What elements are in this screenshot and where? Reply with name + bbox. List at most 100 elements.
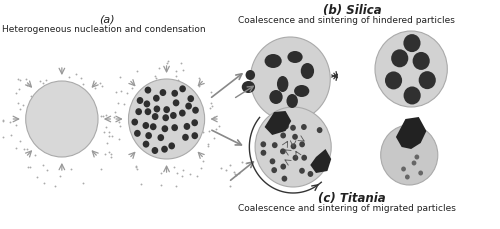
Point — [163, 62, 171, 66]
Point — [52, 184, 60, 188]
Circle shape — [260, 150, 266, 156]
Point — [43, 168, 51, 172]
Point — [42, 79, 50, 83]
Point — [178, 69, 186, 73]
Point — [214, 125, 222, 128]
Point — [196, 77, 203, 80]
Circle shape — [188, 96, 194, 103]
Point — [98, 114, 106, 118]
Circle shape — [160, 90, 166, 97]
Point — [106, 131, 114, 134]
Text: Heterogeneous nucleation and condensation: Heterogeneous nucleation and condensatio… — [2, 25, 206, 34]
Point — [19, 104, 27, 107]
Point — [117, 90, 125, 94]
Circle shape — [280, 149, 285, 155]
Circle shape — [301, 124, 306, 131]
Point — [78, 76, 86, 80]
Circle shape — [279, 113, 285, 119]
Circle shape — [412, 161, 416, 166]
Circle shape — [317, 128, 322, 134]
Text: Coalescence and sintering of hindered particles: Coalescence and sintering of hindered pa… — [238, 16, 455, 25]
Circle shape — [418, 171, 423, 176]
Circle shape — [270, 127, 276, 133]
Point — [0, 119, 8, 123]
Point — [196, 85, 203, 88]
Point — [16, 88, 24, 92]
Circle shape — [299, 168, 305, 174]
Circle shape — [404, 35, 420, 53]
Point — [103, 141, 111, 145]
Point — [151, 75, 159, 78]
Point — [38, 82, 46, 86]
Circle shape — [290, 144, 296, 150]
Text: (a): (a) — [99, 14, 114, 24]
Ellipse shape — [277, 77, 288, 93]
Circle shape — [154, 106, 160, 113]
Point — [40, 181, 48, 185]
Point — [0, 120, 7, 123]
Point — [182, 84, 190, 87]
Point — [217, 167, 225, 170]
Point — [204, 145, 212, 148]
Point — [116, 137, 124, 141]
Circle shape — [302, 155, 307, 161]
Point — [206, 129, 214, 133]
Point — [91, 87, 99, 91]
Point — [112, 90, 120, 94]
Point — [199, 160, 207, 163]
Point — [79, 182, 87, 185]
Point — [186, 173, 194, 176]
Point — [98, 85, 106, 89]
Point — [36, 80, 44, 83]
Circle shape — [144, 109, 152, 116]
Point — [114, 101, 122, 105]
Point — [7, 134, 15, 137]
Point — [38, 163, 46, 167]
Circle shape — [164, 107, 170, 114]
Point — [20, 148, 28, 151]
Point — [208, 91, 216, 95]
Ellipse shape — [242, 82, 255, 94]
Point — [226, 185, 234, 188]
Point — [102, 126, 110, 130]
Circle shape — [161, 146, 168, 153]
Circle shape — [385, 72, 402, 90]
Point — [170, 166, 178, 169]
Point — [178, 62, 186, 66]
Point — [24, 165, 32, 169]
Point — [234, 171, 242, 175]
Point — [204, 142, 212, 146]
Circle shape — [172, 90, 178, 97]
Circle shape — [172, 125, 178, 132]
Point — [158, 183, 166, 187]
Ellipse shape — [294, 86, 310, 98]
Circle shape — [184, 123, 190, 130]
Circle shape — [150, 124, 156, 131]
Point — [132, 166, 140, 169]
Circle shape — [380, 125, 438, 185]
Point — [68, 167, 76, 171]
Point — [128, 87, 136, 90]
Point — [14, 101, 22, 105]
Circle shape — [401, 167, 406, 172]
Point — [174, 171, 182, 175]
Point — [208, 105, 216, 108]
Point — [197, 166, 205, 170]
Point — [172, 74, 180, 78]
Point — [115, 121, 123, 125]
Circle shape — [272, 167, 277, 173]
Point — [174, 79, 182, 83]
Circle shape — [168, 143, 175, 150]
Circle shape — [414, 155, 419, 160]
Circle shape — [136, 109, 142, 116]
Circle shape — [300, 142, 305, 148]
Circle shape — [270, 159, 276, 165]
Point — [152, 77, 160, 80]
Point — [12, 146, 20, 150]
Point — [132, 164, 140, 168]
Point — [16, 108, 24, 112]
Point — [111, 111, 119, 115]
Point — [231, 172, 239, 176]
Circle shape — [26, 82, 98, 157]
Point — [164, 60, 172, 64]
